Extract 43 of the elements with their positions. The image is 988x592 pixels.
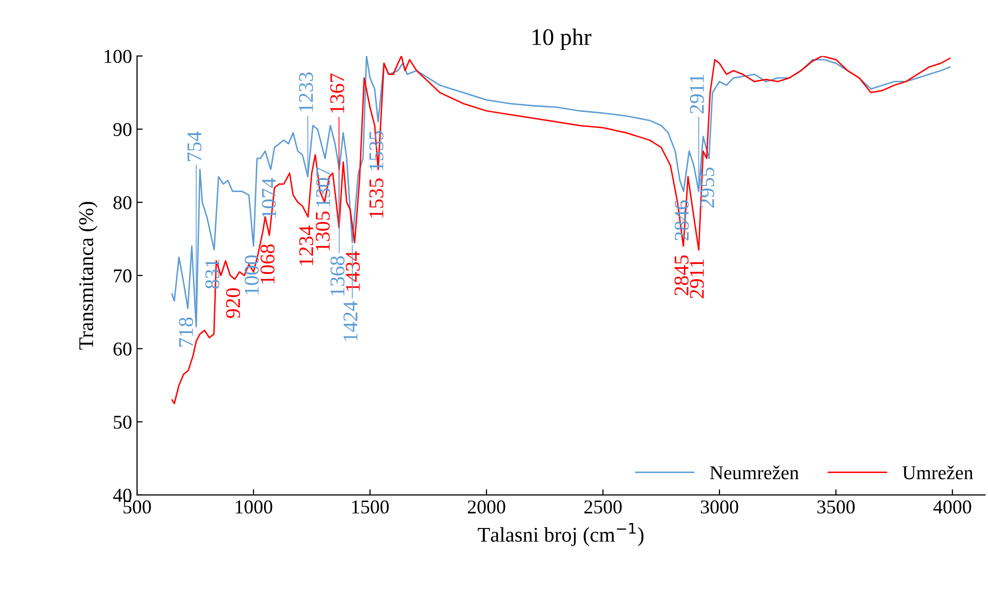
- annotation: 2846: [674, 200, 689, 240]
- annotation: 2911: [690, 74, 704, 114]
- y-tick-label: 90: [113, 122, 132, 136]
- legend-label: Neumrežen: [710, 466, 799, 480]
- annotation: 1074: [262, 178, 276, 218]
- y-axis-title: Transmitanca (%): [78, 202, 98, 350]
- annotation: 1233: [299, 72, 314, 112]
- annotation: 2955: [700, 168, 714, 208]
- annotation: 1000: [244, 255, 259, 294]
- x-tick-label: 4000: [933, 500, 972, 514]
- y-tick-label: 40: [113, 488, 132, 502]
- line-series: [171, 56, 951, 404]
- annotation: 2911: [690, 259, 704, 298]
- annotation: 831: [205, 259, 220, 289]
- annotation: 1307: [316, 167, 330, 207]
- x-axis-title: Talasni broj (cm$^{−1}$): [478, 523, 644, 546]
- y-tick-label: 80: [113, 196, 132, 210]
- annotation: 1368: [330, 256, 344, 296]
- legend-label: Umrežen: [902, 466, 974, 480]
- annotation: 1305: [316, 211, 330, 250]
- x-tick-label: 2000: [468, 500, 506, 514]
- annotation: 1535: [369, 178, 384, 218]
- annotation: 1068: [260, 244, 275, 284]
- annotation: 920: [226, 288, 240, 318]
- y-tick-label: 60: [114, 342, 132, 356]
- x-tick-label: 1000: [236, 500, 272, 514]
- chart-title: 10 phr: [532, 28, 592, 50]
- y-tick-label: 70: [114, 269, 132, 282]
- annotation: 718: [178, 318, 194, 347]
- annotation: 1424: [344, 301, 358, 341]
- annotation: 1434: [346, 251, 360, 291]
- x-tick-label: 3500: [817, 500, 855, 514]
- annotation: 2845: [674, 255, 689, 296]
- x-tick-label: 2500: [584, 500, 622, 514]
- annotation: 1367: [330, 73, 344, 113]
- x-tick-label: 1500: [352, 500, 389, 514]
- annotation: 754: [188, 131, 202, 161]
- annotation: 1535: [369, 130, 384, 170]
- annotation: 1234: [299, 226, 314, 266]
- y-tick-label: 50: [114, 416, 132, 429]
- x-tick-label: 3000: [700, 500, 738, 514]
- y-tick-label: 100: [104, 50, 132, 63]
- x-tick-label: 500: [124, 500, 151, 514]
